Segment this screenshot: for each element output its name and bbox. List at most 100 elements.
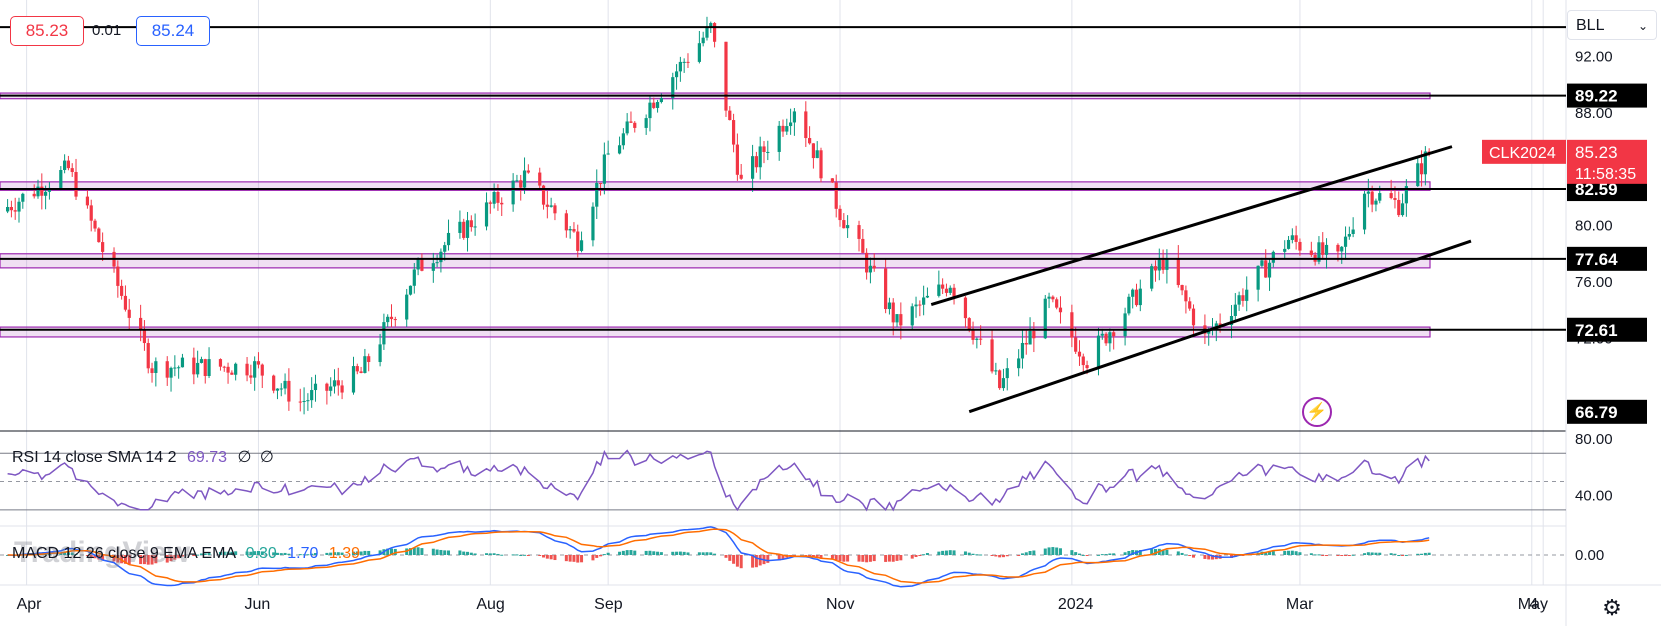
candle-body xyxy=(526,170,530,173)
macd-histogram-bar xyxy=(941,550,945,555)
candle-body xyxy=(1043,298,1047,339)
macd-histogram-bar xyxy=(625,550,629,555)
candle-body xyxy=(412,269,416,286)
candle-body xyxy=(230,372,234,375)
macd-histogram-bar xyxy=(830,555,834,559)
candle-body xyxy=(576,231,580,251)
price-tick-label: 80.00 xyxy=(1575,218,1613,235)
macd-histogram-bar xyxy=(944,550,948,555)
gear-icon[interactable]: ⚙ xyxy=(1602,595,1622,620)
macd-histogram-bar xyxy=(709,552,713,555)
macd-histogram-bar xyxy=(85,555,89,556)
macd-histogram-bar xyxy=(390,548,393,555)
rsi-line xyxy=(7,449,1430,512)
macd-histogram-bar xyxy=(302,554,306,556)
candle-body xyxy=(952,287,956,298)
candle-body xyxy=(659,98,663,103)
macd-histogram-bar xyxy=(678,551,682,555)
macd-histogram-bar xyxy=(1347,555,1351,556)
macd-histogram-bar xyxy=(549,555,553,560)
macd-histogram-bar xyxy=(420,548,424,555)
macd-histogram-bar xyxy=(1366,552,1370,555)
candle-body xyxy=(937,284,941,296)
macd-histogram-bar xyxy=(918,555,922,556)
macd-histogram-bar xyxy=(1211,555,1215,560)
macd-histogram-bar xyxy=(1427,552,1431,555)
symbol-selector[interactable]: BLL ⌄ xyxy=(1567,10,1657,40)
macd-histogram-bar xyxy=(313,553,317,555)
rsi-legend[interactable]: RSI 14 close SMA 14 2 69.73 ∅ ∅ xyxy=(12,447,274,467)
macd-histogram-bar xyxy=(142,555,146,565)
ask-price-button[interactable]: 85.24 xyxy=(136,16,210,46)
macd-histogram-bar xyxy=(1416,553,1420,555)
candle-body xyxy=(59,170,63,188)
macd-histogram-bar xyxy=(249,551,253,555)
candle-body xyxy=(287,380,291,402)
candle-body xyxy=(1131,289,1135,297)
candle-body xyxy=(93,220,97,229)
rsi-tick-label: 40.00 xyxy=(1575,488,1613,505)
macd-histogram-bar xyxy=(112,555,116,562)
macd-histogram-bar xyxy=(922,554,926,556)
macd-legend[interactable]: MACD 12 26 close 9 EMA EMA 0.30 1.70 1.3… xyxy=(12,545,360,563)
macd-line xyxy=(7,526,1430,588)
macd-histogram-bar xyxy=(629,550,633,555)
macd-histogram-bar xyxy=(1287,550,1291,555)
candle-body xyxy=(249,375,253,378)
macd-histogram-bar xyxy=(173,555,177,560)
candle-body xyxy=(1047,296,1051,299)
time-tick-label: 2024 xyxy=(1058,596,1094,613)
macd-histogram-bar xyxy=(367,550,371,555)
candle-body xyxy=(416,258,420,270)
candle-body xyxy=(1165,258,1169,270)
candle-body xyxy=(13,210,17,212)
candle-body xyxy=(1290,235,1294,240)
candle-body xyxy=(895,314,899,323)
candle-body xyxy=(351,366,356,393)
macd-histogram-bar xyxy=(1070,550,1074,555)
candle-body xyxy=(1366,191,1370,194)
macd-histogram-bar xyxy=(359,551,363,555)
time-tick-label: Nov xyxy=(826,596,854,613)
macd-histogram-bar xyxy=(431,548,435,555)
macd-histogram-bar xyxy=(735,555,739,567)
macd-histogram-bar xyxy=(602,554,606,556)
bid-price-button[interactable]: 85.23 xyxy=(10,16,84,46)
macd-histogram-bar xyxy=(310,553,314,555)
macd-histogram-bar xyxy=(591,555,595,561)
candle-body xyxy=(74,171,78,197)
macd-histogram-bar xyxy=(979,554,983,556)
candle-body xyxy=(63,160,67,171)
macd-histogram-bar xyxy=(1184,554,1188,556)
candle-body xyxy=(830,178,835,183)
candle-body xyxy=(207,359,211,376)
macd-histogram-bar xyxy=(937,551,941,555)
macd-histogram-bar xyxy=(496,553,500,555)
candle-body xyxy=(1138,288,1142,306)
macd-histogram-bar xyxy=(523,554,527,556)
candle-body xyxy=(633,122,637,128)
candle-body xyxy=(655,102,660,108)
macd-histogram-bar xyxy=(887,555,891,562)
candle-body xyxy=(758,146,762,168)
candle-body xyxy=(861,238,865,253)
candle-body xyxy=(146,343,150,369)
macd-histogram-bar xyxy=(705,552,709,555)
candle-body xyxy=(678,61,682,72)
macd-histogram-bar xyxy=(564,555,568,562)
candle-body xyxy=(123,295,128,310)
candle-body xyxy=(1229,316,1234,326)
candle-body xyxy=(44,191,48,196)
candle-body xyxy=(150,368,154,373)
candle-body xyxy=(9,206,14,211)
candle-body xyxy=(1024,342,1028,345)
lightning-bolt-icon[interactable]: ⚡ xyxy=(1302,397,1332,427)
spread-value: 0.01 xyxy=(92,22,122,39)
candle-body xyxy=(1058,307,1063,313)
candle-body xyxy=(1184,290,1188,302)
candle-body xyxy=(1309,250,1313,255)
macd-histogram-bar xyxy=(659,552,663,555)
candle-body xyxy=(1393,198,1397,200)
